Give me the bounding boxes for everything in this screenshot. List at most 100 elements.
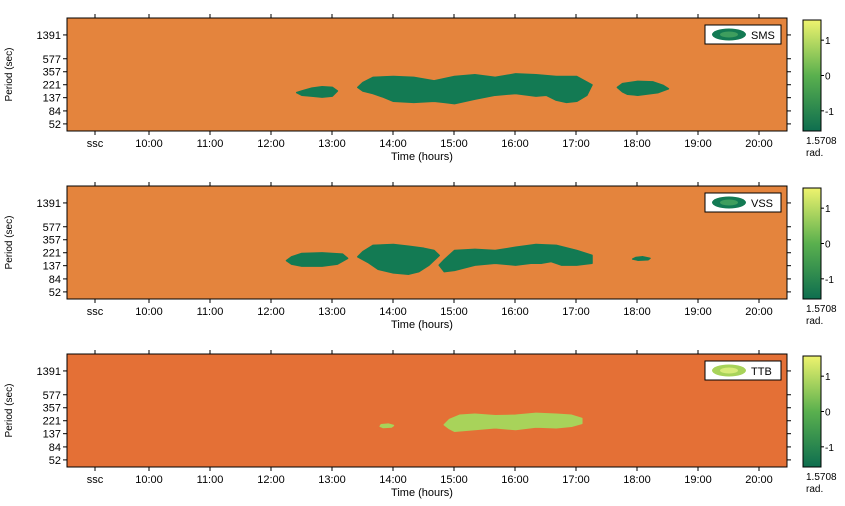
coherence-region [379,423,395,429]
colorbar-tick-label: 0 [825,72,831,83]
plot-background [67,354,787,467]
legend-label: TTB [751,366,772,378]
x-tick-label: 20:00 [745,474,773,486]
chart-panel-vss: ssc 10:00 11:00 12:00 13:00 14:00 15:00 16:00 17… [4,182,837,331]
colorbar-unit: rad. [806,316,823,327]
x-tick-label: 14:00 [379,474,407,486]
x-tick-label: 17:00 [562,138,590,150]
y-tick-label: 577 [43,390,61,402]
x-tick-label: 12:00 [257,474,285,486]
coherence-region [438,243,593,273]
coherence-region [443,412,583,432]
x-tick-label: 12:00 [257,306,285,318]
plot-frame [66,185,788,300]
coherence-region [616,80,670,96]
colorbar-tick-label: 0 [825,240,831,251]
x-tick-label: 15:00 [440,306,468,318]
x-tick-label: 14:00 [379,138,407,150]
plot-frame [66,17,788,132]
y-tick-label: 357 [43,235,61,247]
y-axis-label: Period (sec) [4,384,15,438]
y-tick-label: 137 [43,429,61,441]
x-axis-label: Time (hours) [391,319,453,331]
x-tick-label: 10:00 [135,306,163,318]
colorbar-value: 1.5708 [806,304,837,315]
plot-frame [66,353,788,468]
x-tick-label: 15:00 [440,474,468,486]
colorbar-tick-label: -1 [825,443,834,454]
y-tick-label: 577 [43,54,61,66]
plot-background [67,18,787,131]
colorbar-tick-label: 1 [825,372,831,383]
x-tick-label: ssc [87,474,104,486]
legend-swatch-core [720,199,738,206]
y-tick-label: 357 [43,403,61,415]
y-tick-label: 52 [49,455,61,467]
y-tick-label: 52 [49,119,61,131]
plot-background [67,186,787,299]
x-tick-label: 19:00 [684,138,712,150]
chart-panel-ttb: ssc 10:00 11:00 12:00 13:00 14:00 15:00 16:00 17… [4,350,837,499]
x-tick-label: ssc [87,138,104,150]
y-tick-label: 84 [49,106,61,118]
colorbar-tick-label: 1 [825,204,831,215]
chart-panel-sms: ssc 10:00 11:00 12:00 13:00 14:00 15:00 16:00 17… [4,14,837,163]
y-tick-label: 221 [43,416,61,428]
y-tick-label: 137 [43,93,61,105]
coherence-region [295,86,339,98]
x-tick-label: 10:00 [135,474,163,486]
y-axis-label: Period (sec) [4,216,15,270]
coherence-region [631,256,651,261]
y-tick-label: 1391 [37,198,61,210]
y-tick-label: 1391 [37,30,61,42]
x-tick-label: 12:00 [257,138,285,150]
x-tick-label: 18:00 [623,306,651,318]
colorbar-tick-label: -1 [825,107,834,118]
y-tick-label: 577 [43,222,61,234]
x-tick-label: 11:00 [197,138,224,150]
colorbar-tick-label: 1 [825,36,831,47]
colorbar-unit: rad. [806,484,823,495]
x-tick-label: 19:00 [684,474,712,486]
colorbar-tick-label: 0 [825,408,831,419]
x-axis-label: Time (hours) [391,487,453,499]
legend: SMS [704,24,782,45]
legend-swatch-core [720,31,738,38]
x-tick-label: 18:00 [623,138,651,150]
colorbar-bar [802,187,822,300]
x-tick-label: 13:00 [318,474,346,486]
x-tick-label: 14:00 [379,306,407,318]
x-tick-label: 11:00 [197,306,224,318]
x-tick-label: 15:00 [440,138,468,150]
x-tick-label: 18:00 [623,474,651,486]
legend: VSS [704,192,782,213]
colorbar-unit: rad. [806,148,823,159]
x-tick-label: 16:00 [501,474,529,486]
coherence-region [357,73,593,105]
colorbar-value: 1.5708 [806,136,837,147]
legend-label: SMS [751,30,775,42]
x-tick-label: 20:00 [745,306,773,318]
x-tick-label: 13:00 [318,306,346,318]
y-tick-label: 221 [43,248,61,260]
legend: TTB [704,360,782,381]
x-tick-label: 16:00 [501,138,529,150]
y-tick-label: 357 [43,67,61,79]
x-tick-label: 17:00 [562,306,590,318]
y-tick-label: 52 [49,287,61,299]
y-tick-label: 137 [43,261,61,273]
legend-label: VSS [751,198,773,210]
colorbar-tick-label: -1 [825,275,834,286]
y-tick-label: 84 [49,442,61,454]
coherence-region [285,252,349,267]
colorbar-value: 1.5708 [806,472,837,483]
x-tick-label: 19:00 [684,306,712,318]
colorbar-bar [802,355,822,468]
y-tick-label: 221 [43,80,61,92]
y-axis-label: Period (sec) [4,48,15,102]
colorbar-bar [802,19,822,132]
x-tick-label: 20:00 [745,138,773,150]
